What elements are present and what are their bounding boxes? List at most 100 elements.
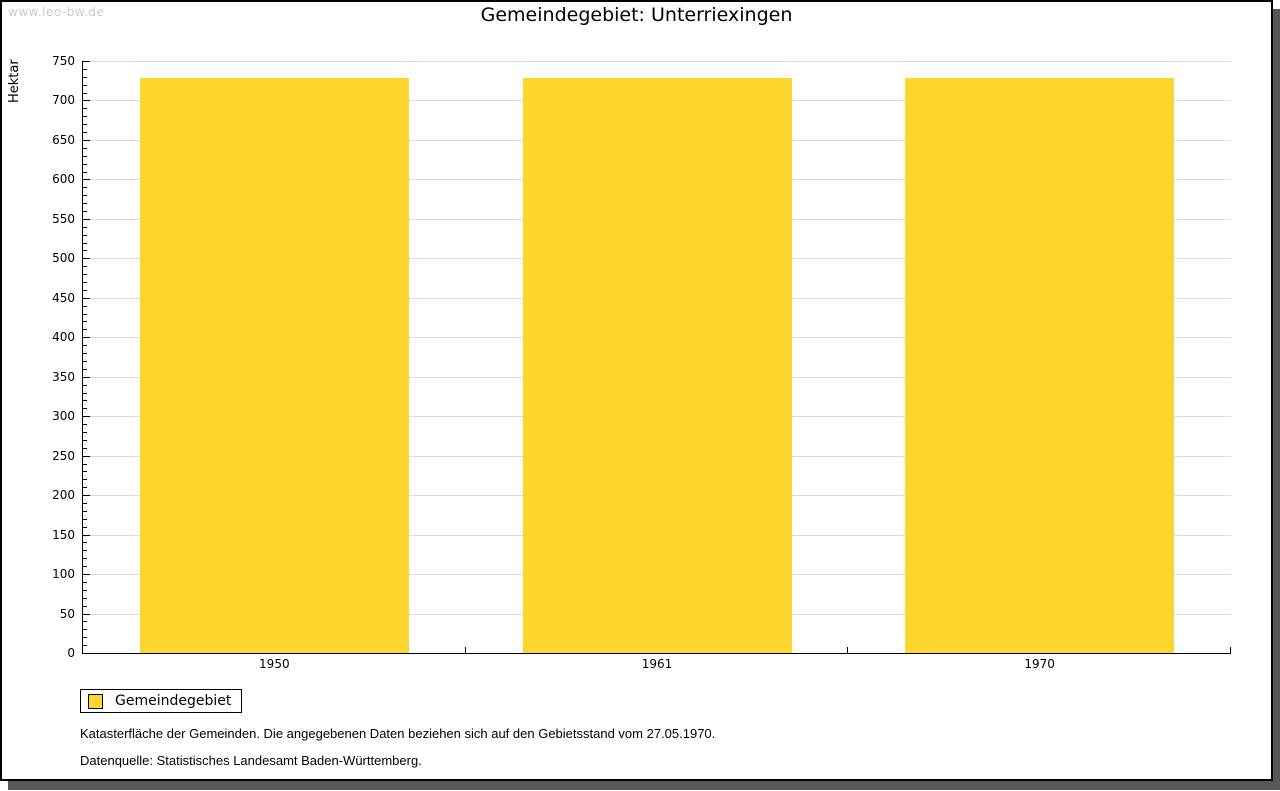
watermark: www.leo-bw.de — [8, 5, 105, 19]
y-axis-tick — [83, 376, 90, 378]
y-axis-tick — [83, 234, 87, 236]
y-axis-tick — [83, 155, 87, 157]
y-axis-tick — [83, 68, 87, 70]
y-axis-tick — [83, 518, 87, 520]
x-tick-label: 1970 — [1024, 657, 1055, 671]
y-tick-label: 50 — [59, 606, 75, 621]
y-gridline — [83, 61, 1231, 62]
y-axis-tick — [83, 226, 87, 228]
y-tick-label: 400 — [52, 330, 75, 345]
y-axis-tick — [83, 187, 87, 189]
y-axis-tick — [83, 384, 87, 386]
y-axis-tick — [83, 487, 87, 489]
y-axis-tick — [83, 621, 87, 623]
y-axis-tick — [83, 92, 87, 94]
y-axis-tick — [83, 613, 90, 615]
y-axis-tick — [83, 558, 87, 560]
y-axis-tick — [83, 447, 87, 449]
y-axis-tick — [83, 132, 87, 134]
y-axis-tick — [83, 163, 87, 165]
x-tick-label: 1961 — [641, 657, 673, 671]
y-axis-tick — [83, 550, 87, 552]
y-axis-tick — [83, 258, 90, 260]
y-axis-tick — [83, 210, 87, 212]
y-axis-tick — [83, 139, 90, 141]
y-axis-tick — [83, 76, 87, 78]
y-axis-tick — [83, 629, 87, 631]
y-axis-tick — [83, 597, 87, 599]
y-tick-label: 300 — [52, 409, 75, 424]
y-axis-tick — [83, 289, 87, 291]
plot-area: 0 50 100 150 200 250 300 350 400 450 500 550 600 650 7… — [52, 54, 1231, 671]
y-axis-tick — [83, 360, 87, 362]
y-tick-label: 700 — [52, 93, 75, 108]
y-axis-tick — [83, 392, 87, 394]
y-tick-label: 150 — [52, 527, 75, 542]
y-axis-tick — [83, 195, 87, 197]
y-axis-tick — [83, 479, 87, 481]
y-axis-tick — [83, 416, 90, 418]
legend: Gemeindegebiet — [80, 689, 243, 713]
y-axis-tick — [83, 100, 90, 102]
y-axis-tick — [83, 218, 90, 220]
y-axis-tick — [83, 179, 90, 181]
x-axis-tick — [1230, 647, 1231, 653]
y-tick-label: 250 — [52, 448, 75, 463]
y-axis-tick — [83, 297, 90, 299]
y-axis-tick — [83, 605, 87, 607]
bar — [905, 77, 1175, 653]
y-tick-label: 500 — [52, 251, 75, 266]
y-axis-tick — [83, 581, 87, 583]
y-tick-label: 600 — [52, 172, 75, 187]
y-axis-tick — [83, 653, 90, 654]
y-axis-tick — [83, 313, 87, 315]
y-axis-tick — [83, 424, 87, 426]
y-axis-tick — [83, 463, 87, 465]
y-tick-label: 550 — [52, 211, 75, 226]
y-axis-tick — [83, 203, 87, 205]
chart-title: Gemeindegebiet: Unterriexingen — [480, 4, 793, 26]
y-axis-tick — [83, 495, 90, 497]
footnote-datasource: Datenquelle: Statistisches Landesamt Bad… — [80, 753, 422, 768]
y-axis-tick — [83, 526, 87, 528]
y-axis-tick — [83, 439, 87, 441]
y-axis-tick — [83, 589, 87, 591]
y-axis-tick — [83, 147, 87, 149]
footnote-description: Katasterfläche der Gemeinden. Die angege… — [80, 726, 716, 741]
y-axis-tick — [83, 574, 90, 576]
y-axis-tick — [83, 510, 87, 512]
y-axis-tick — [83, 455, 90, 457]
x-axis-tick — [464, 647, 466, 653]
x-tick-label: 1950 — [259, 657, 290, 671]
y-tick-label: 200 — [52, 488, 75, 503]
x-axis-tick — [847, 647, 849, 653]
y-axis-tick — [83, 645, 87, 647]
y-axis-tick — [83, 408, 87, 410]
y-axis-tick — [83, 108, 87, 110]
y-axis-tick — [83, 171, 87, 173]
y-axis-tick — [83, 266, 87, 268]
y-axis-tick — [83, 542, 87, 544]
y-axis-label: Hektar — [7, 59, 22, 103]
y-axis-tick — [83, 471, 87, 473]
y-axis-tick — [83, 534, 90, 536]
y-axis-tick — [83, 305, 87, 307]
legend-label: Gemeindegebiet — [115, 693, 232, 709]
y-axis-tick — [83, 503, 87, 505]
y-tick-label: 350 — [52, 369, 75, 384]
y-axis-tick — [83, 368, 87, 370]
y-axis-tick — [83, 400, 87, 402]
bar — [522, 77, 792, 653]
y-axis-tick — [83, 274, 87, 276]
y-axis-tick — [83, 84, 87, 86]
y-tick-label: 100 — [52, 567, 75, 582]
y-axis-tick — [83, 282, 87, 283]
y-tick-label: 0 — [67, 646, 75, 660]
y-axis-tick — [83, 345, 87, 347]
y-axis-tick — [83, 329, 87, 331]
y-axis-tick — [83, 116, 87, 118]
y-axis-tick — [83, 250, 87, 252]
y-axis-tick — [83, 321, 87, 323]
y-axis-tick — [83, 124, 87, 126]
